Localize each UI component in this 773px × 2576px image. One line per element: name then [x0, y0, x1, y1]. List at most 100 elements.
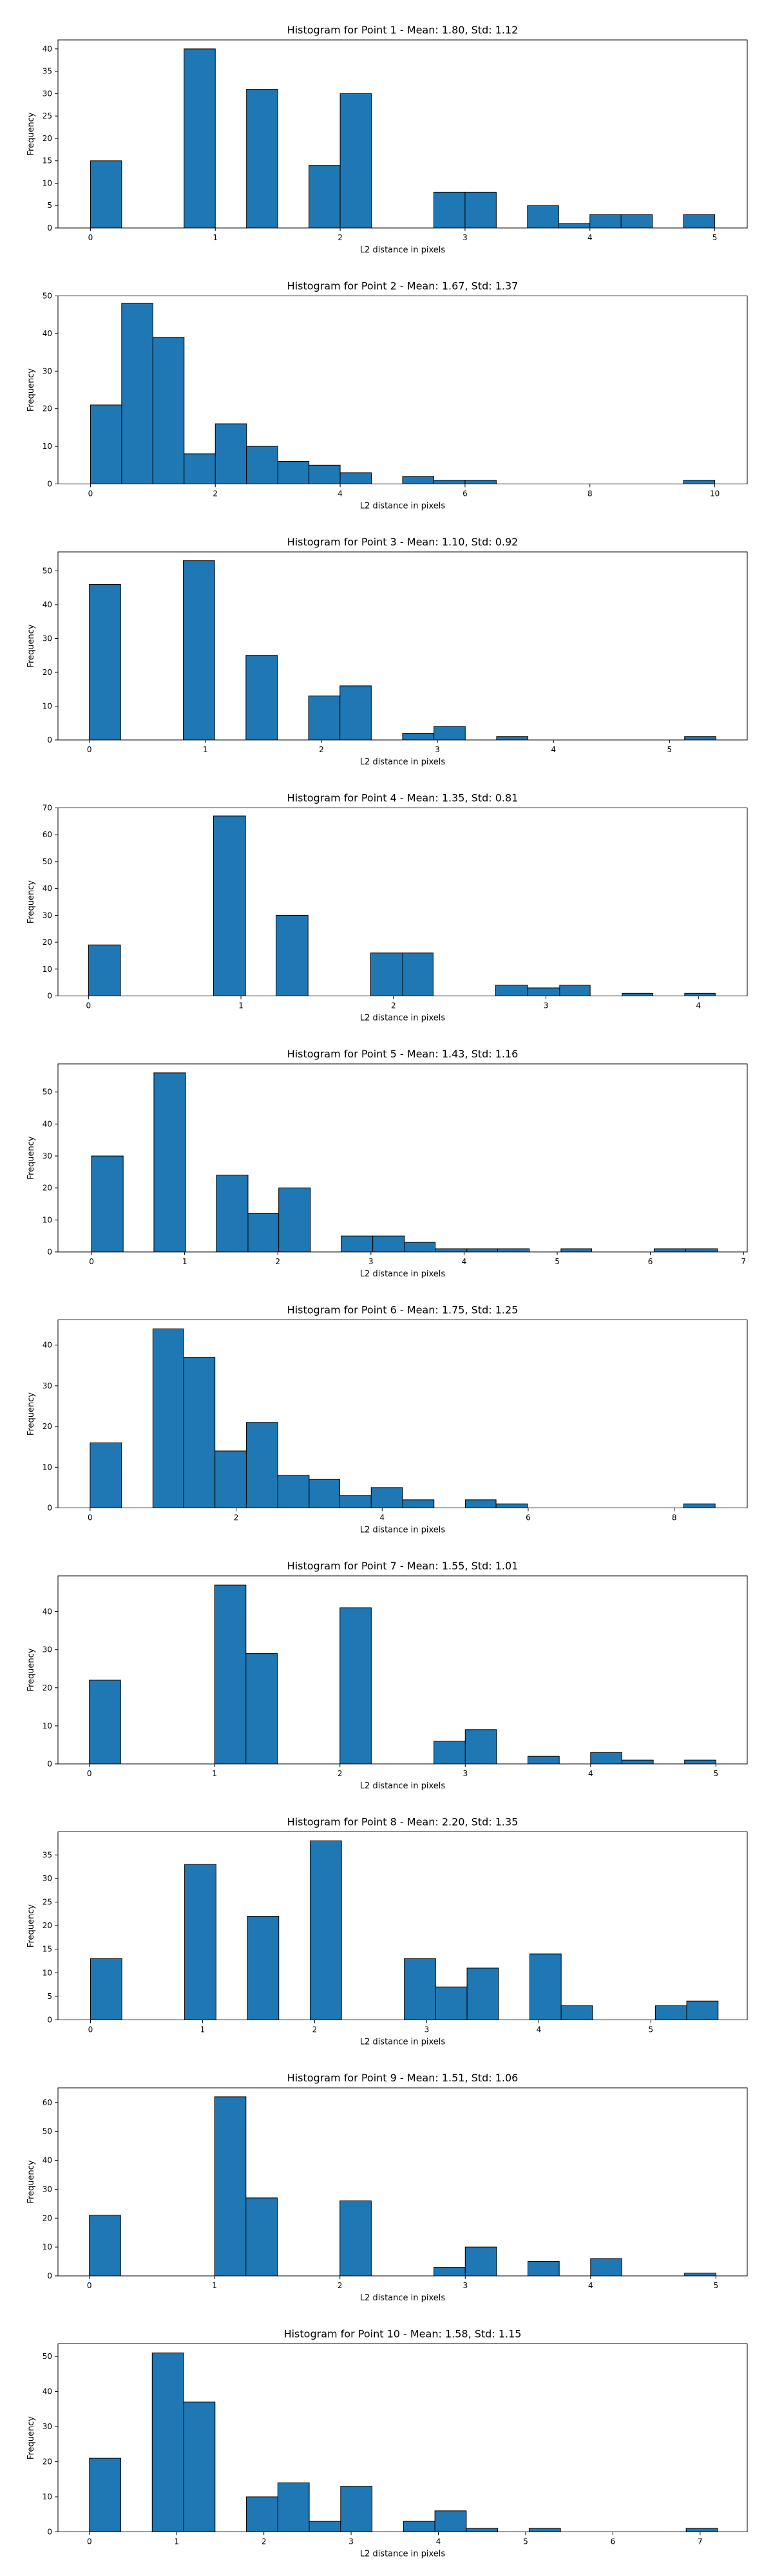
x-axis-label: L2 distance in pixels [360, 1269, 446, 1279]
y-axis-label: Frequency [26, 1392, 36, 1435]
histogram-bar [339, 1607, 372, 1765]
y-tick-label: 0 [47, 1504, 52, 1513]
y-tick-label: 30 [43, 911, 52, 920]
histogram-bar [213, 815, 246, 996]
x-tick-label: 1 [212, 1769, 217, 1778]
x-axis-label: L2 distance in pixels [360, 2038, 446, 2047]
histogram-bar [247, 1915, 280, 2021]
y-axis-label: Frequency [26, 112, 36, 155]
x-tick-label: 2 [338, 2281, 343, 2290]
x-tick-label: 2 [391, 1001, 396, 1010]
x-tick-label: 0 [89, 1257, 94, 1266]
y-tick-label: 30 [43, 1381, 52, 1390]
histogram-bar [339, 1495, 372, 1509]
histogram-bar [684, 1759, 716, 1765]
x-tick-label: 0 [87, 1769, 92, 1778]
histogram-bar [341, 1235, 374, 1253]
y-tick-label: 25 [43, 1898, 52, 1907]
y-tick-label: 10 [43, 701, 52, 710]
x-tick-label: 4 [379, 1513, 385, 1522]
x-tick-label: 2 [275, 1257, 280, 1266]
y-tick-label: 10 [43, 1721, 52, 1730]
plot-frame [57, 1575, 748, 1765]
x-tick-label: 1 [212, 2281, 217, 2290]
histogram-bar [684, 992, 716, 997]
histogram-bar [88, 944, 121, 996]
y-tick-label: 60 [43, 2098, 52, 2107]
y-tick-label: 20 [43, 404, 52, 413]
y-tick-label: 40 [43, 329, 52, 338]
x-tick-label: 0 [88, 2025, 93, 2034]
histogram-bar [214, 2096, 247, 2277]
y-tick-label: 30 [43, 89, 52, 98]
y-tick-label: 0 [47, 480, 52, 489]
histogram-bar [434, 2510, 467, 2533]
histogram-bar [89, 2458, 122, 2532]
y-tick-label: 15 [43, 1945, 52, 1954]
histogram-panel-2: 0 2 4 6 8 10 0 10 20 30 40 50 Histogram for Point 2 … [26, 280, 748, 511]
histogram-bar [464, 2246, 497, 2277]
y-tick-label: 0 [47, 223, 52, 232]
y-tick-label: 10 [43, 2492, 52, 2501]
x-tick-label: 6 [611, 2537, 616, 2546]
histogram-bar [434, 1741, 466, 1765]
x-tick-label: 2 [338, 233, 343, 242]
y-tick-label: 10 [43, 178, 52, 187]
y-tick-label: 0 [47, 2528, 52, 2537]
x-axis-label: L2 distance in pixels [360, 1014, 446, 1023]
y-tick-label: 70 [43, 804, 52, 813]
histogram-bar [89, 583, 121, 741]
x-tick-label: 4 [588, 1769, 593, 1778]
y-tick-label: 5 [47, 201, 52, 210]
histogram-bar [246, 446, 278, 484]
x-tick-label: 1 [213, 233, 218, 242]
histogram-bar [215, 1450, 247, 1508]
x-axis-label: L2 distance in pixels [360, 757, 446, 767]
y-tick-label: 35 [43, 67, 52, 76]
histogram-bar [560, 1248, 593, 1253]
histogram-bar [683, 1503, 716, 1509]
histogram-bar [433, 480, 466, 484]
histogram-bar [434, 726, 466, 741]
y-tick-label: 40 [43, 44, 52, 53]
histogram-bar [247, 1213, 280, 1253]
histogram-bar [558, 223, 591, 229]
y-tick-label: 20 [43, 668, 52, 677]
y-tick-label: 40 [43, 2156, 52, 2165]
histogram-bar [183, 1357, 216, 1509]
histogram-bar [278, 1188, 311, 1253]
histogram-bar [309, 165, 341, 229]
histogram-bar [559, 985, 591, 997]
histogram-bar [90, 404, 122, 484]
histogram-bar [560, 2005, 593, 2021]
y-axis-label: Frequency [26, 2160, 36, 2203]
y-tick-label: 15 [43, 156, 52, 166]
histogram-bar [245, 1653, 278, 1765]
histogram-bar [527, 205, 559, 229]
histogram-bar [404, 1242, 436, 1253]
histogram-bar [183, 2401, 216, 2533]
x-tick-label: 6 [526, 1513, 531, 1522]
y-tick-label: 35 [43, 1850, 52, 1859]
histogram-bar [309, 2521, 341, 2533]
x-tick-label: 5 [712, 233, 718, 242]
y-tick-label: 10 [43, 1463, 52, 1472]
y-tick-label: 25 [43, 111, 52, 120]
plot-frame [57, 1832, 748, 2020]
y-tick-label: 10 [43, 965, 52, 974]
y-tick-label: 20 [43, 1683, 52, 1692]
y-tick-label: 20 [43, 1422, 52, 1431]
histogram-bar [339, 2200, 372, 2277]
histogram-panel-6: 0 2 4 6 8 0 10 20 30 40 Histogram for Point 6 - Me… [26, 1304, 748, 1535]
x-tick-label: 4 [462, 1257, 467, 1266]
histogram-bar [466, 1248, 498, 1253]
x-tick-label: 7 [741, 1257, 746, 1266]
histogram-bar [90, 1958, 122, 2020]
histogram-bar [684, 736, 716, 741]
plot-frame [57, 39, 748, 229]
y-tick-label: 5 [47, 1992, 52, 2001]
chart-title: Histogram for Point 9 - Mean: 1.51, Std:… [287, 2072, 519, 2084]
plot-frame [57, 808, 748, 996]
